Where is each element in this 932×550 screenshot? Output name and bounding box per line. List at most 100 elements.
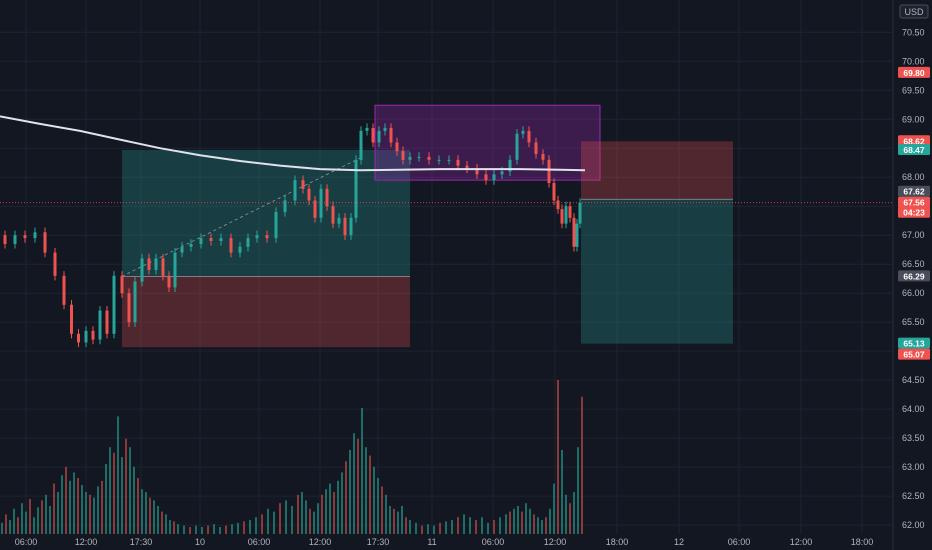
- candle-body: [98, 310, 102, 340]
- y-tick-label: 66.50: [902, 259, 925, 269]
- volume-bar: [545, 517, 547, 534]
- volume-bar: [557, 380, 559, 534]
- candle-body: [91, 330, 95, 340]
- volume-bar: [381, 486, 383, 534]
- volume-bar: [305, 500, 307, 534]
- volume-bar: [73, 472, 75, 534]
- candle-body: [209, 238, 213, 242]
- y-tick-label: 64.50: [902, 375, 925, 385]
- price-label: 68.47: [903, 145, 925, 155]
- volume-bar: [41, 500, 43, 534]
- candle-body: [62, 275, 66, 305]
- x-tick-label: 11: [427, 537, 436, 547]
- price-label-bg: [898, 206, 930, 218]
- volume-bar: [317, 503, 319, 534]
- volume-bar: [133, 466, 135, 534]
- candle-body: [395, 142, 399, 152]
- volume-bar: [415, 522, 417, 534]
- candle-body: [84, 330, 88, 343]
- candle-body: [465, 165, 469, 169]
- volume-bar: [463, 514, 465, 534]
- volume-bar: [393, 508, 395, 534]
- time-axis[interactable]: 06:00 12:00 17:30 10 06:00 12:00 17:30 11 06:00 1…: [15, 537, 874, 547]
- y-tick-label: 62.50: [902, 491, 925, 501]
- short-loss-zone: [581, 141, 733, 200]
- price-label-bg: [898, 337, 930, 349]
- volume-bar: [541, 520, 543, 534]
- volume-bar: [525, 503, 527, 534]
- y-tick-label: 65.50: [902, 317, 925, 327]
- volume-bar: [553, 483, 555, 534]
- currency-badge[interactable]: USD: [899, 4, 929, 19]
- volume-bar: [201, 527, 203, 534]
- volume-bar: [121, 457, 123, 534]
- candle-body: [13, 235, 17, 244]
- volume-bar: [487, 522, 489, 534]
- volume-bar: [517, 506, 519, 534]
- price-label: 66.29: [903, 271, 925, 281]
- candle-body: [325, 188, 329, 207]
- volume-bar: [97, 486, 99, 534]
- y-tick-label: 70.50: [902, 27, 925, 37]
- candle-body: [70, 304, 73, 334]
- y-tick-label: 64.00: [902, 404, 925, 414]
- candle-body: [293, 180, 297, 201]
- candle-body: [377, 130, 381, 143]
- volume-bar: [169, 520, 171, 534]
- long-profit-zone: [122, 149, 410, 277]
- volume-bar: [349, 450, 351, 534]
- volume-bar: [25, 511, 27, 534]
- candle-body: [541, 154, 545, 160]
- candle-body: [527, 130, 531, 143]
- candle-body: [534, 142, 538, 155]
- volume-bar: [433, 525, 435, 534]
- volume-bar: [161, 511, 163, 534]
- candle-body: [173, 252, 177, 288]
- volume-bar: [341, 472, 343, 534]
- volume-bar: [5, 514, 7, 534]
- candle-body: [199, 238, 203, 244]
- candle-body: [427, 156, 431, 160]
- x-tick-label: 12:00: [790, 537, 813, 547]
- volume-bar: [353, 433, 355, 534]
- volume-bar: [533, 514, 535, 534]
- volume-bar: [301, 492, 303, 534]
- candle-body: [456, 159, 460, 166]
- volume-bar: [409, 520, 411, 534]
- position-zones[interactable]: [121, 104, 733, 348]
- volume-bar: [45, 494, 47, 534]
- candle-body: [43, 232, 47, 253]
- volume-bar: [333, 492, 335, 534]
- volume-bar: [77, 478, 79, 534]
- price-label: 69.80: [903, 68, 925, 78]
- volume-bar: [439, 522, 441, 534]
- price-label-bg: [898, 348, 930, 360]
- x-tick-label: 06:00: [15, 537, 38, 547]
- candles: [3, 123, 582, 348]
- volume-bar: [1, 522, 3, 534]
- volume-bar: [37, 507, 39, 534]
- price-label-bg: [898, 66, 930, 78]
- candle-body: [337, 217, 341, 224]
- short-profit-zone: [581, 199, 733, 344]
- x-tick-label: 12:00: [309, 537, 332, 547]
- candle-body: [578, 202, 582, 224]
- volume-bar: [65, 466, 67, 534]
- candle-body: [349, 217, 353, 236]
- candle-body: [3, 235, 7, 244]
- candle-body: [265, 235, 269, 239]
- candle-body: [552, 183, 556, 201]
- candle-body: [508, 159, 512, 172]
- volume-bar: [149, 497, 151, 534]
- candle-body: [140, 258, 144, 282]
- price-label: 65.13: [903, 339, 925, 349]
- volume-bar: [29, 499, 31, 534]
- volume-bar: [337, 480, 339, 534]
- candle-body: [560, 209, 564, 224]
- volume-bar: [219, 527, 221, 534]
- candle-body: [219, 238, 223, 242]
- volume-bar: [291, 506, 293, 534]
